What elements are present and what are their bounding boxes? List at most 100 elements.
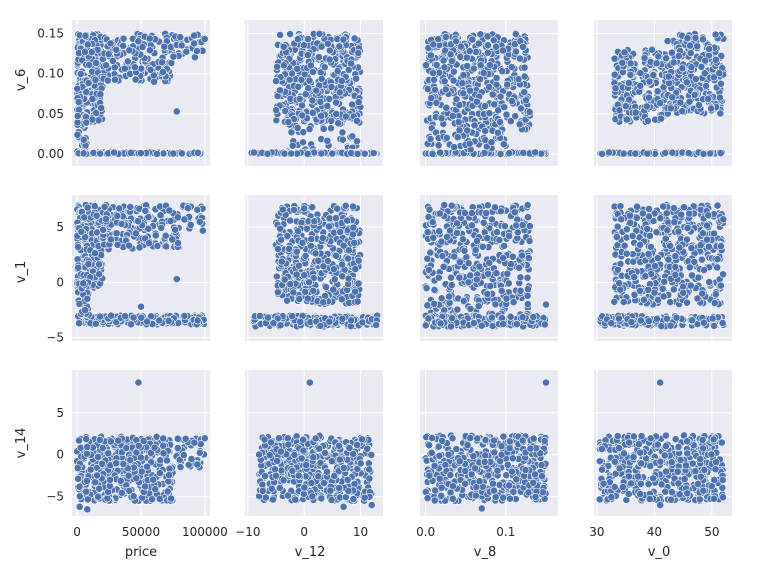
scatter-point [703,235,711,244]
scatter-point [432,98,441,107]
scatter-point [649,71,658,79]
y-tick-label: 0 [56,275,64,289]
scatter-point [79,149,88,158]
scatter-point [620,48,629,57]
scatter-point [494,128,502,137]
scatter-point [166,217,175,225]
scatter-point [301,287,310,296]
scatter-point [332,251,340,260]
scatter-point [305,278,313,287]
scatter-point [92,211,101,220]
scatter-point [353,297,362,306]
scatter-point [476,30,485,39]
scatter-point [73,112,82,120]
scatter-point [310,148,319,157]
scatter-point [687,244,696,253]
scatter-point [617,215,626,224]
point-group [596,201,728,331]
scatter-point [309,68,317,76]
scatter-point [633,202,641,211]
scatter-point [515,263,524,272]
scatter-point [334,119,343,128]
scatter-point [481,127,490,135]
scatter-point [488,90,497,99]
scatter-point [81,306,90,315]
scatter-point [473,237,481,245]
scatter-point [280,275,289,284]
scatter-point [306,61,315,70]
scatter-point [453,305,462,314]
scatter-point [96,90,105,99]
scatter-point [476,61,485,70]
scatter-point [460,208,469,217]
scatter-point [369,149,378,157]
scatter-point [598,149,606,158]
scatter-point [112,45,121,54]
scatter-point [160,42,169,51]
scatter-point [666,241,674,250]
scatter-point [508,252,517,261]
scatter-point [317,74,326,83]
scatter-point [615,279,624,288]
scatter-point [683,235,691,244]
scatter-point [612,233,621,241]
scatter-point [699,149,708,158]
scatter-point [429,40,438,49]
scatter-point [87,48,96,57]
scatter-point [344,274,353,283]
panel-v_1-vs-v_0 [594,195,732,341]
scatter-point [316,321,325,330]
scatter-point [488,215,496,224]
scatter-point [339,241,348,250]
scatter-point [423,85,432,93]
scatter-point [193,47,201,55]
scatter-point [455,273,464,282]
scatter-point [157,224,166,232]
scatter-point [701,56,710,65]
scatter-point [350,238,359,247]
scatter-point [194,148,202,157]
scatter-point [83,203,92,212]
scatter-point [300,271,309,280]
scatter-point [678,107,687,116]
scatter-point [137,64,146,73]
scatter-point [492,269,501,278]
scatter-point [156,211,165,220]
scatter-point [351,265,360,273]
scatter-point [703,221,711,230]
scatter-point [483,290,492,298]
scatter-point [424,265,433,274]
scatter-point [686,281,695,290]
scatter-point [446,322,455,331]
scatter-point [329,285,338,294]
scatter-point [423,254,432,263]
scatter-point [79,279,88,288]
scatter-point [354,279,363,288]
scatter-point [659,202,668,211]
scatter-point [426,51,435,60]
scatter-point [276,86,284,95]
scatter-point [455,101,464,110]
scatter-point [298,111,307,120]
scatter-point [698,289,707,298]
scatter-point [429,233,438,242]
scatter-point [303,149,312,158]
scatter-point [717,242,725,251]
scatter-point [344,246,353,255]
scatter-point [352,74,360,83]
scatter-point [155,316,164,325]
scatter-point [83,40,92,49]
scatter-point [186,220,195,229]
scatter-point [317,111,326,120]
scatter-point [668,93,677,102]
scatter-point [92,59,100,67]
scatter-point [100,202,109,211]
scatter-point [685,263,694,272]
scatter-point [328,149,337,158]
scatter-point [120,64,129,73]
scatter-point [308,96,317,105]
scatter-point [106,235,115,244]
scatter-point [674,227,683,236]
scatter-point [657,114,665,123]
scatter-point [341,201,350,210]
